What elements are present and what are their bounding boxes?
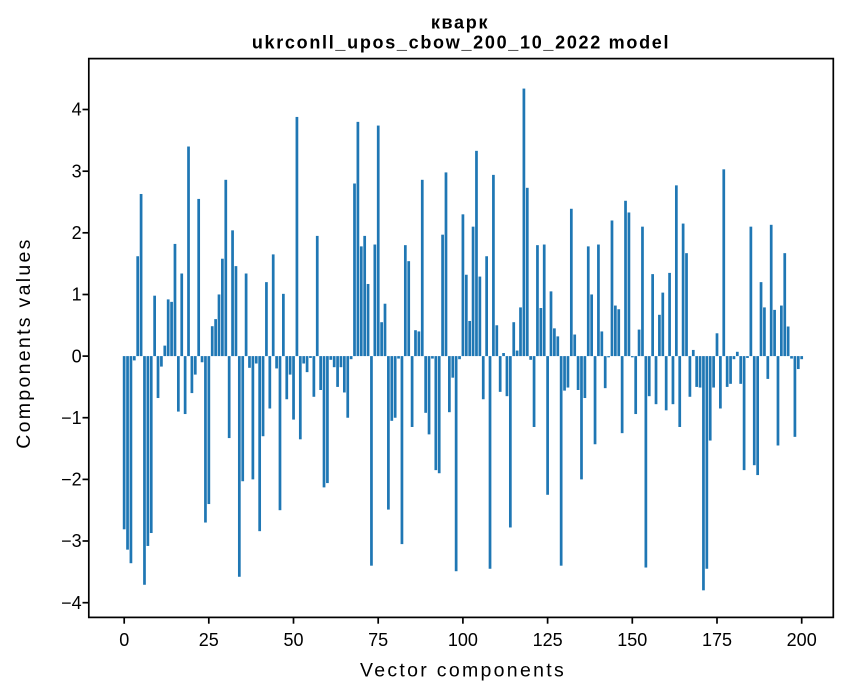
svg-text:50: 50: [283, 630, 303, 650]
svg-text:175: 175: [702, 630, 732, 650]
svg-text:4: 4: [72, 100, 82, 120]
svg-text:−2: −2: [61, 470, 82, 490]
svg-text:Components values: Components values: [13, 237, 35, 448]
svg-text:0: 0: [72, 346, 82, 366]
svg-text:3: 3: [72, 161, 82, 181]
svg-text:100: 100: [448, 630, 478, 650]
svg-text:−3: −3: [61, 531, 82, 551]
svg-text:1: 1: [72, 285, 82, 305]
svg-text:−4: −4: [61, 593, 82, 613]
svg-text:125: 125: [533, 630, 563, 650]
svg-text:25: 25: [199, 630, 219, 650]
svg-text:ukrconll_upos_cbow_200_10_2022: ukrconll_upos_cbow_200_10_2022 model: [252, 33, 670, 53]
svg-text:150: 150: [617, 630, 647, 650]
svg-text:2: 2: [72, 223, 82, 243]
svg-text:Vector components: Vector components: [360, 660, 566, 682]
svg-text:75: 75: [368, 630, 388, 650]
svg-text:0: 0: [119, 630, 129, 650]
svg-text:200: 200: [787, 630, 817, 650]
svg-text:−1: −1: [61, 408, 82, 428]
svg-text:кварк: кварк: [431, 13, 489, 33]
